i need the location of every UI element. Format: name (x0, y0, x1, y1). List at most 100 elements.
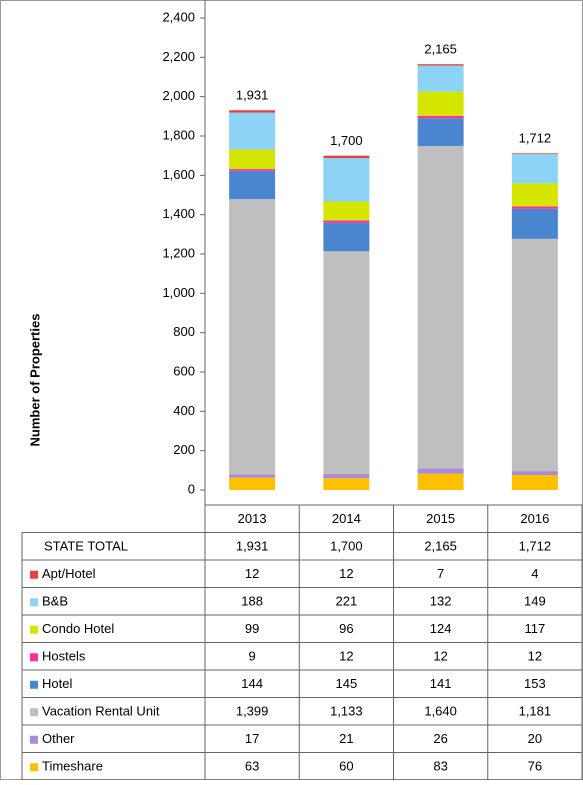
legend-swatch (30, 680, 38, 689)
table-cell: 132 (430, 594, 452, 609)
legend-label: B&B (42, 594, 68, 609)
legend-swatch (30, 570, 38, 579)
legend-swatch (30, 653, 38, 662)
table-cell: 99 (245, 621, 259, 636)
total-label: 1,700 (330, 133, 363, 148)
table-cell: 83 (433, 759, 447, 774)
bar-segment (323, 158, 370, 202)
total-label: 1,712 (519, 131, 552, 146)
bar-segment (417, 91, 464, 116)
total-label: 1,931 (236, 88, 269, 103)
legend-label: Other (42, 731, 75, 746)
bar-segment (229, 169, 276, 171)
bar-segment (323, 478, 370, 490)
y-tick-label: 0 (188, 481, 195, 496)
bar-segment (417, 473, 464, 490)
y-axis-title: Number of Properties (27, 314, 42, 447)
x-tick-label: 2013 (238, 511, 267, 526)
table-cell: 149 (524, 594, 546, 609)
table-cell: 12 (339, 566, 353, 581)
table-cell: 63 (245, 759, 259, 774)
bar-segment (323, 222, 370, 252)
table-cell: 1,181 (519, 704, 552, 719)
table-cell: 145 (336, 676, 358, 691)
bar-segment (511, 208, 558, 239)
table-cell: 1,640 (424, 704, 457, 719)
table-cell: 12 (245, 566, 259, 581)
y-tick-label: 2,400 (162, 9, 195, 24)
bar-segment (323, 251, 370, 475)
table-cell: 60 (339, 759, 353, 774)
bar-segment (229, 149, 276, 170)
bar-segment (417, 65, 464, 92)
legend-label: Hostels (42, 649, 86, 664)
table-cell: 96 (339, 621, 353, 636)
table-cell: 144 (241, 676, 263, 691)
table-cell: 2,165 (424, 539, 457, 554)
y-tick-label: 2,000 (162, 88, 195, 103)
table-cell: 12 (528, 649, 542, 664)
table-cell: 21 (339, 731, 353, 746)
bar-segment (511, 153, 558, 155)
x-tick-label: 2015 (426, 511, 455, 526)
bar-segment (511, 471, 558, 476)
table-cell: 188 (241, 594, 263, 609)
bar-segment (323, 474, 370, 479)
y-tick-label: 2,200 (162, 49, 195, 64)
bar-segment (511, 206, 558, 209)
bar-segment (417, 146, 464, 469)
y-tick-label: 200 (173, 442, 195, 457)
table-cell: 124 (430, 621, 452, 636)
y-tick-label: 400 (173, 403, 195, 418)
legend-swatch (30, 735, 38, 744)
bar-segment (229, 477, 276, 490)
total-label: 2,165 (424, 42, 457, 57)
y-tick-label: 1,600 (162, 167, 195, 182)
table-row-label: STATE TOTAL (44, 539, 128, 554)
table-cell: 221 (336, 594, 358, 609)
y-tick-label: 1,800 (162, 127, 195, 142)
bar-segment (417, 64, 464, 66)
bar-segment (229, 112, 276, 150)
legend-label: Condo Hotel (42, 621, 114, 636)
y-tick-label: 600 (173, 363, 195, 378)
table-cell: 26 (433, 731, 447, 746)
table-cell: 1,399 (236, 704, 269, 719)
table-cell: 1,700 (330, 539, 363, 554)
table-cell: 153 (524, 676, 546, 691)
table-cell: 1,712 (519, 539, 552, 554)
legend-swatch (30, 625, 38, 634)
table-cell: 76 (528, 759, 542, 774)
x-tick-label: 2014 (332, 511, 361, 526)
legend-swatch (30, 708, 38, 717)
legend-swatch (30, 598, 38, 607)
legend-label: Hotel (42, 676, 72, 691)
table-cell: 141 (430, 676, 452, 691)
legend-label: Timeshare (42, 759, 103, 774)
y-tick-label: 1,400 (162, 206, 195, 221)
table-cell: 17 (245, 731, 259, 746)
bar-segment (417, 118, 464, 147)
table-cell: 4 (531, 566, 538, 581)
bar-segment (229, 110, 276, 113)
bar-segment (323, 201, 370, 221)
y-tick-label: 800 (173, 324, 195, 339)
bar-segment (229, 170, 276, 200)
bar-segment (229, 199, 276, 475)
table-cell: 7 (437, 566, 444, 581)
table-cell: 12 (339, 649, 353, 664)
table-cell: 1,133 (330, 704, 363, 719)
legend-swatch (30, 763, 38, 772)
y-tick-label: 1,200 (162, 245, 195, 260)
table-border (21, 532, 583, 781)
bar-segment (511, 154, 558, 184)
bar-segment (417, 115, 464, 119)
legend-label: Vacation Rental Unit (42, 704, 160, 719)
bar-segment (417, 468, 464, 474)
bar-segment (511, 238, 558, 472)
table-cell: 20 (528, 731, 542, 746)
y-tick-label: 1,000 (162, 285, 195, 300)
table-cell: 12 (433, 649, 447, 664)
